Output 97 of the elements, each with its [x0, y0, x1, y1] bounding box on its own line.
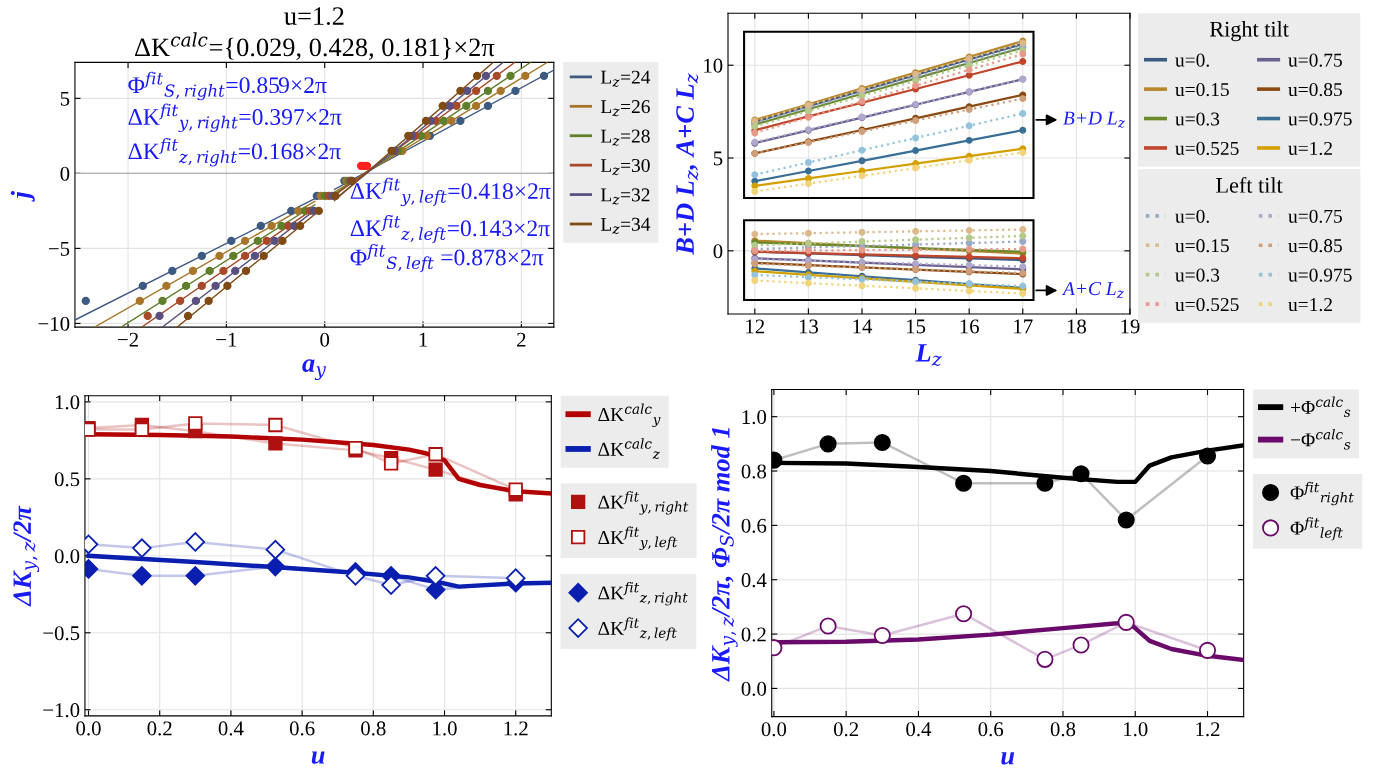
legend-label: L$_{z}$=32: [600, 188, 650, 205]
x-tick-label: 1: [419, 332, 427, 347]
chart-subtitle: ΔK$^{calc}$={0.029, 0.428, 0.181}×2π: [135, 32, 495, 61]
y-tick-label: 0.8: [741, 464, 767, 479]
x-tick-label: 0.2: [833, 722, 859, 737]
x-tick-label: 0: [320, 332, 330, 347]
y-tick-label: 1.0: [742, 410, 767, 425]
legend-label: L$_{z}$=34: [600, 217, 651, 235]
y-tick-label: −0.5: [43, 626, 80, 641]
x-tick-label: 1.0: [1124, 722, 1148, 737]
chart-title: u=1.2: [284, 7, 344, 26]
annotation: Φ$^{fit}$$_{S,left}$ =0.878×2π: [350, 244, 544, 273]
y-tick-label: 0.2: [741, 627, 766, 642]
legend-label: ΔK$^{fit}$$_{z,left}$: [598, 617, 677, 641]
x-tick-label: 13: [799, 319, 818, 334]
legend-label: −Φ$^{calc}$$_{s}$: [1291, 428, 1351, 450]
x-axis-title: u: [311, 751, 325, 764]
y-tick-label: −1.0: [43, 703, 80, 718]
legend-label: u=0.525: [1175, 297, 1239, 312]
y-axis-title: B+D L$_{z}$, A+C L$_{z}$: [676, 73, 699, 255]
x-tick-label: −2: [118, 332, 138, 347]
y-tick-label: 10: [704, 58, 723, 73]
legend-label: ΔK$^{fit}$$_{y,right}$: [598, 491, 689, 515]
text: Right tilt: [1209, 21, 1289, 42]
legend-label: L$_{z}$=28: [600, 129, 650, 146]
legend-label: Φ$^{fit}$$_{right}$: [1290, 481, 1354, 506]
y-tick-label: 0.6: [741, 518, 767, 533]
x-tick-label: 0.8: [361, 721, 386, 736]
x-tick-label: −1: [216, 332, 237, 347]
legend-label: L$_{z}$=26: [600, 100, 650, 117]
y-tick-label: −5: [48, 241, 70, 256]
legend-label: Φ$^{fit}$$_{left}$: [1290, 517, 1343, 541]
x-tick-label: 1.2: [504, 721, 528, 736]
x-tick-label: 18: [1067, 319, 1086, 334]
x-axis-title: u: [1001, 752, 1015, 765]
x-tick-label: 1.2: [1196, 722, 1220, 737]
x-tick-label: 2: [517, 332, 526, 347]
y-tick-label: 5: [60, 91, 70, 106]
legend-label: u=0.15: [1175, 239, 1229, 253]
y-axis-title: ΔK$_{y,z}$/2π, Φ$_{S}$/2π mod 1: [711, 428, 738, 682]
y-tick-label: 0: [713, 244, 723, 259]
y-axis-title: ΔK$_{y,z}$/2π: [13, 505, 40, 607]
legend-label: u=0.3: [1175, 112, 1220, 126]
annotation: ΔK$^{fit}$$_{z,left}$=0.143×2π: [350, 214, 550, 244]
annotation: B+D L$_{z}$: [1063, 111, 1126, 128]
annotation: ΔK$^{fit}$$_{z,right}$=0.168×2π: [128, 137, 341, 167]
x-tick-label: 0.2: [147, 721, 172, 736]
y-tick-label: 0.4: [741, 573, 767, 588]
x-tick-label: 0.6: [289, 721, 315, 736]
y-tick-label: 0.0: [741, 681, 767, 696]
x-tick-label: 0.8: [1050, 722, 1076, 737]
x-tick-label: 0.4: [218, 721, 244, 736]
text: Left tilt: [1216, 176, 1283, 193]
x-axis-title: L$_{z}$: [915, 344, 942, 366]
y-tick-label: −10: [38, 316, 70, 331]
legend-label: u=1.2: [1288, 298, 1332, 312]
legend-label: +Φ$^{calc}$$_{s}$: [1291, 396, 1351, 418]
x-tick-label: 19: [1121, 319, 1140, 334]
legend-label: ΔK$^{fit}$$_{y,left}$: [598, 526, 678, 550]
annotation: Φ$^{fit}$$_{S,right}$=0.859×2π: [128, 71, 327, 101]
x-tick-label: 0.6: [978, 722, 1004, 737]
legend-label: ΔK$^{calc}$$_{z}$: [598, 438, 660, 460]
legend-label: u=0.75: [1288, 209, 1342, 223]
x-tick-label: 0.0: [761, 722, 787, 737]
x-tick-label: 16: [960, 319, 979, 334]
legend-label: u=0.: [1175, 53, 1209, 67]
y-axis-title: j: [10, 191, 35, 202]
legend-label: L$_{z}$=24: [600, 70, 651, 87]
legend-label: u=1.2: [1288, 141, 1332, 156]
legend-label: u=0.975: [1288, 112, 1352, 126]
x-tick-label: 17: [1014, 319, 1033, 334]
legend-label: u=0.85: [1288, 239, 1342, 253]
y-tick-label: 1.0: [55, 395, 80, 410]
legend-label: u=0.525: [1175, 141, 1239, 156]
legend-label: u=0.3: [1175, 268, 1220, 282]
x-tick-label: 0.0: [76, 721, 101, 736]
legend-label: L$_{z}$=30: [600, 158, 650, 176]
legend-label: u=0.75: [1288, 53, 1342, 67]
annotation: ΔK$^{fit}$$_{y,left}$=0.418×2π: [350, 177, 551, 207]
x-tick-label: 1.0: [433, 721, 457, 736]
x-tick-label: 12: [746, 319, 765, 334]
annotation: ΔK$^{fit}$$_{y,right}$=0.397×2π: [128, 103, 342, 133]
annotation: A+C L$_{z}$: [1061, 282, 1125, 299]
y-tick-label: 0.5: [54, 472, 80, 487]
legend-label: u=0.85: [1288, 83, 1342, 97]
legend-label: u=0.15: [1175, 83, 1229, 97]
legend-label: ΔK$^{calc}$$_{y}$: [598, 403, 661, 427]
x-tick-label: 15: [907, 319, 926, 334]
legend-label: ΔK$^{fit}$$_{z,right}$: [598, 581, 688, 606]
legend-label: u=0.975: [1288, 268, 1352, 282]
x-tick-label: 0.4: [906, 722, 932, 737]
y-tick-label: 0.0: [54, 549, 80, 564]
legend-label: u=0.: [1175, 209, 1209, 223]
y-tick-label: 5: [713, 151, 723, 166]
x-tick-label: 14: [853, 319, 873, 334]
x-axis-title: a$_{y}$: [302, 359, 327, 380]
y-tick-label: 0: [60, 166, 70, 181]
